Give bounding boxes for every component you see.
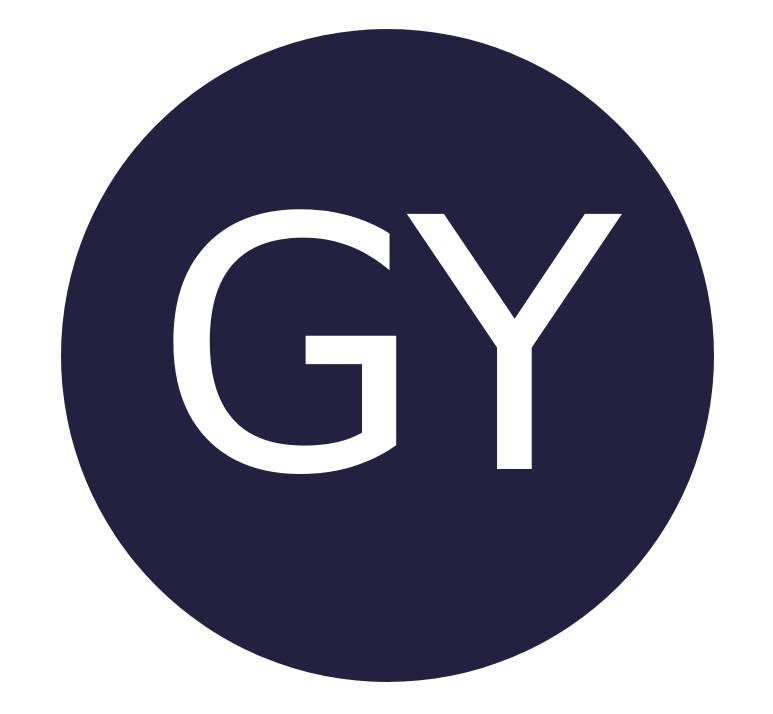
avatar-initials: GY [153, 143, 622, 552]
avatar: GY [61, 29, 714, 682]
